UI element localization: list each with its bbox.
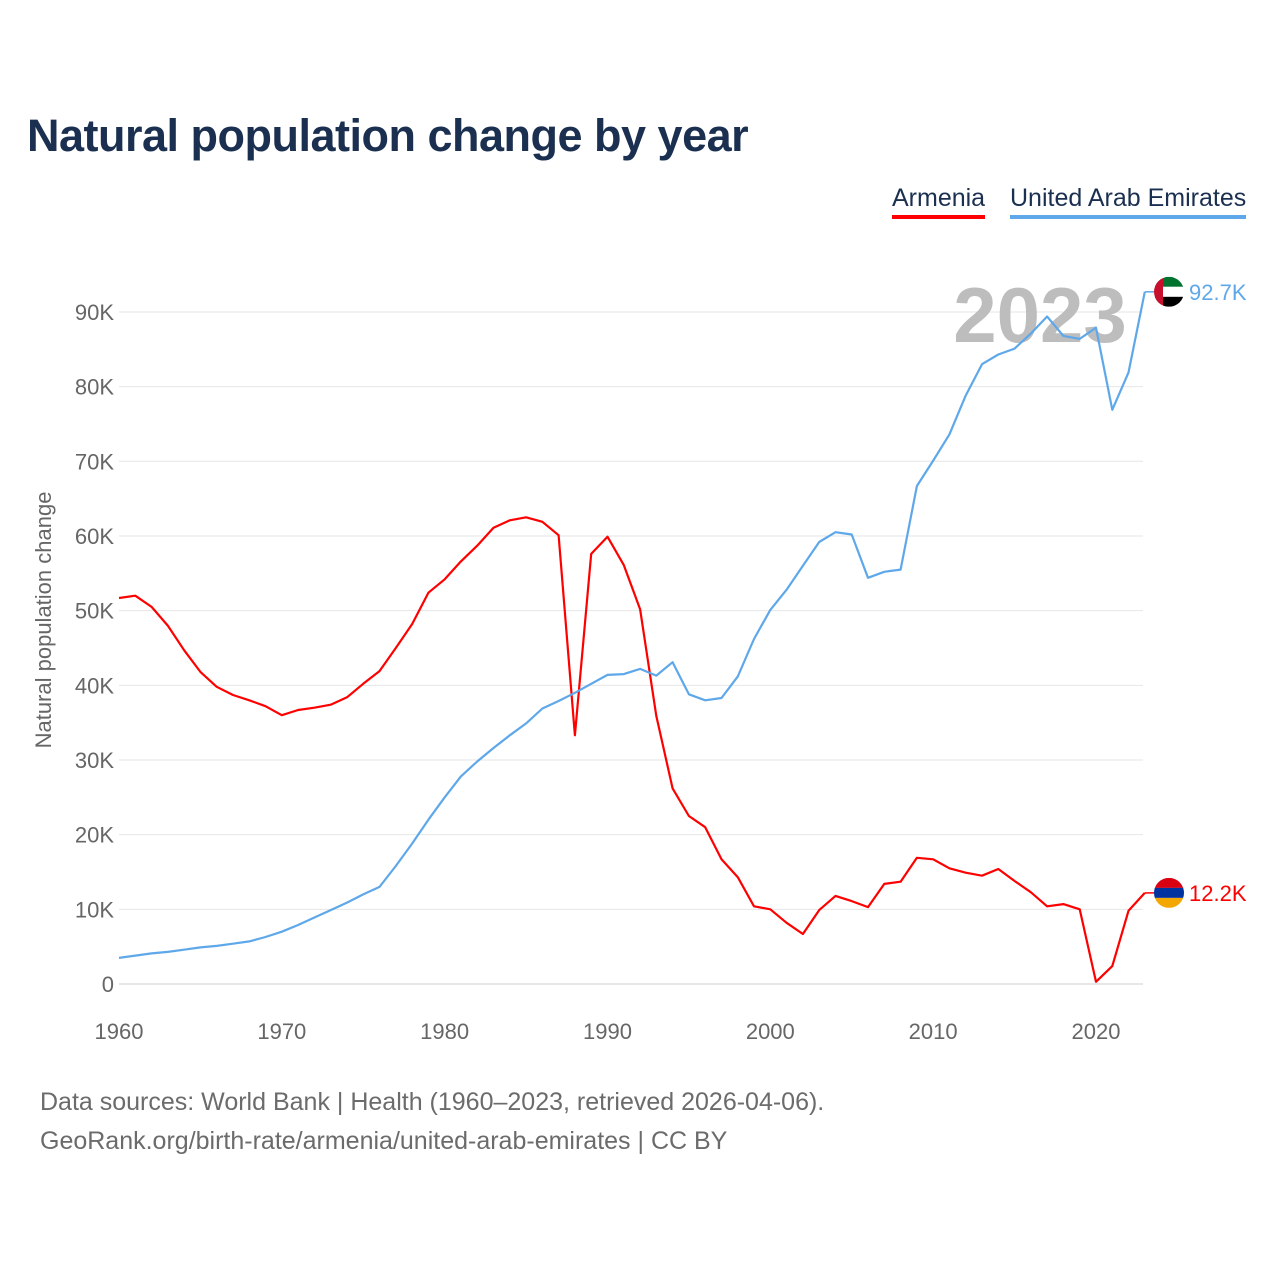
y-tick-label: 70K: [75, 449, 114, 474]
legend-armenia[interactable]: Armenia: [892, 184, 986, 219]
y-axis-title: Natural population change: [31, 492, 56, 749]
y-tick-label: 20K: [75, 823, 114, 848]
y-tick-label: 30K: [75, 748, 114, 773]
armenia-flag-icon: [1154, 877, 1184, 908]
end-value-label: 12.2K: [1189, 881, 1247, 906]
y-tick-label: 90K: [75, 300, 114, 325]
x-tick-label: 2000: [746, 1019, 795, 1044]
series-line-armenia: [118, 516, 1146, 983]
legend-uae[interactable]: United Arab Emirates: [1010, 184, 1247, 219]
x-tick-label: 1970: [257, 1019, 306, 1044]
attribution-text: GeoRank.org/birth-rate/armenia/united-ar…: [40, 1127, 728, 1155]
y-tick-label: 40K: [75, 673, 114, 698]
y-tick-label: 10K: [75, 897, 114, 922]
y-tick-label: 50K: [75, 599, 114, 624]
series-line-uae: [118, 291, 1146, 959]
data-source-text: Data sources: World Bank | Health (1960–…: [40, 1088, 825, 1116]
y-tick-label: 60K: [75, 524, 114, 549]
y-tick-label: 80K: [75, 375, 114, 400]
x-tick-label: 2010: [909, 1019, 958, 1044]
x-tick-label: 1980: [420, 1019, 469, 1044]
year-watermark: 2023: [953, 271, 1127, 359]
x-tick-label: 1960: [95, 1019, 144, 1044]
y-tick-label: 0: [102, 972, 114, 997]
x-tick-label: 2020: [1072, 1019, 1121, 1044]
chart-title: Natural population change by year: [27, 110, 749, 161]
end-value-label: 92.7K: [1189, 280, 1247, 305]
x-tick-label: 1990: [583, 1019, 632, 1044]
uae-flag-icon: [1154, 276, 1184, 307]
